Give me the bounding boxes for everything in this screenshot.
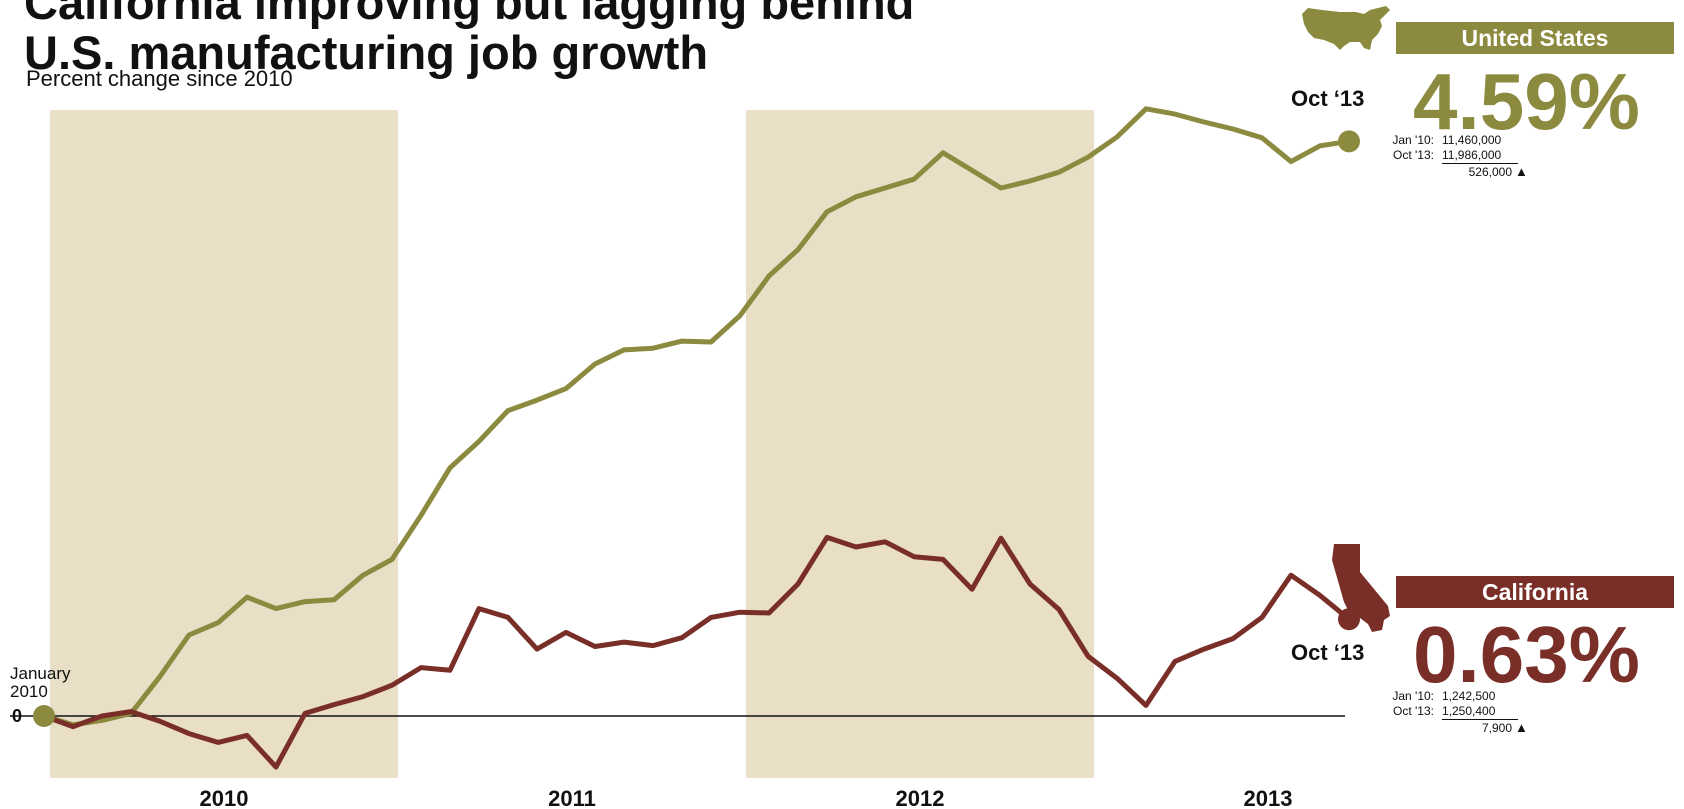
california-map-icon (1332, 544, 1390, 632)
x-tick-label-2012: 2012 (896, 786, 945, 809)
x-tick-label-2010: 2010 (200, 786, 249, 809)
us-oct-label: Oct ‘13 (1291, 86, 1365, 111)
us-jan-value: 11,460,000 (1442, 133, 1502, 147)
us-stats: Jan '10: 11,460,000 Oct '13: 11,986,000 52… (1372, 133, 1528, 180)
california-oct-label: Oct ‘13 (1291, 640, 1365, 665)
us-map-icon (1302, 6, 1390, 50)
california-diff: 7,900 (1481, 721, 1512, 735)
x-tick-label-2011: 2011 (548, 786, 596, 809)
us-big-value: 4.59% (1413, 57, 1640, 146)
title-line-2: U.S. manufacturing job growth (24, 26, 709, 79)
start-label-line-1: January (10, 664, 71, 683)
up-arrow-icon: ▲ (1515, 720, 1528, 735)
us-end-marker (1338, 130, 1360, 153)
title-line-1: California improving but lagging behind (24, 0, 915, 29)
series-lines (33, 106, 1360, 770)
california-stats: Jan '10: 1,242,500 Oct '13: 1,250,400 7,90… (1372, 689, 1528, 736)
us-panel-header: United States (1396, 22, 1674, 54)
california-series-line (41, 534, 1352, 770)
us-oct-stat-label: Oct '13: (1393, 148, 1434, 162)
california-jan-label: Jan '10: (1392, 689, 1434, 703)
start-label-line-2: 2010 (10, 682, 48, 701)
us-oct-value: 11,986,000 (1442, 148, 1518, 164)
up-arrow-icon: ▲ (1515, 164, 1528, 179)
california-oct-stat-label: Oct '13: (1393, 704, 1434, 718)
california-jan-value: 1,242,500 (1442, 689, 1496, 703)
start-marker (33, 705, 55, 727)
x-tick-label-2013: 2013 (1244, 786, 1293, 809)
chart-title: California improving but lagging behind … (24, 0, 1224, 78)
us-jan-label: Jan '10: (1392, 133, 1434, 147)
band-2012 (746, 110, 1094, 778)
us-series-line (41, 106, 1352, 728)
chart-subtitle: Percent change since 2010 (26, 66, 293, 91)
california-big-value: 0.63% (1413, 610, 1640, 699)
band-2010 (50, 110, 398, 778)
year-bands (50, 110, 1094, 778)
us-diff: 526,000 (1468, 165, 1512, 179)
zero-label: 0 (12, 706, 22, 726)
california-oct-value: 1,250,400 (1442, 704, 1518, 720)
california-panel-header: California (1396, 576, 1674, 608)
